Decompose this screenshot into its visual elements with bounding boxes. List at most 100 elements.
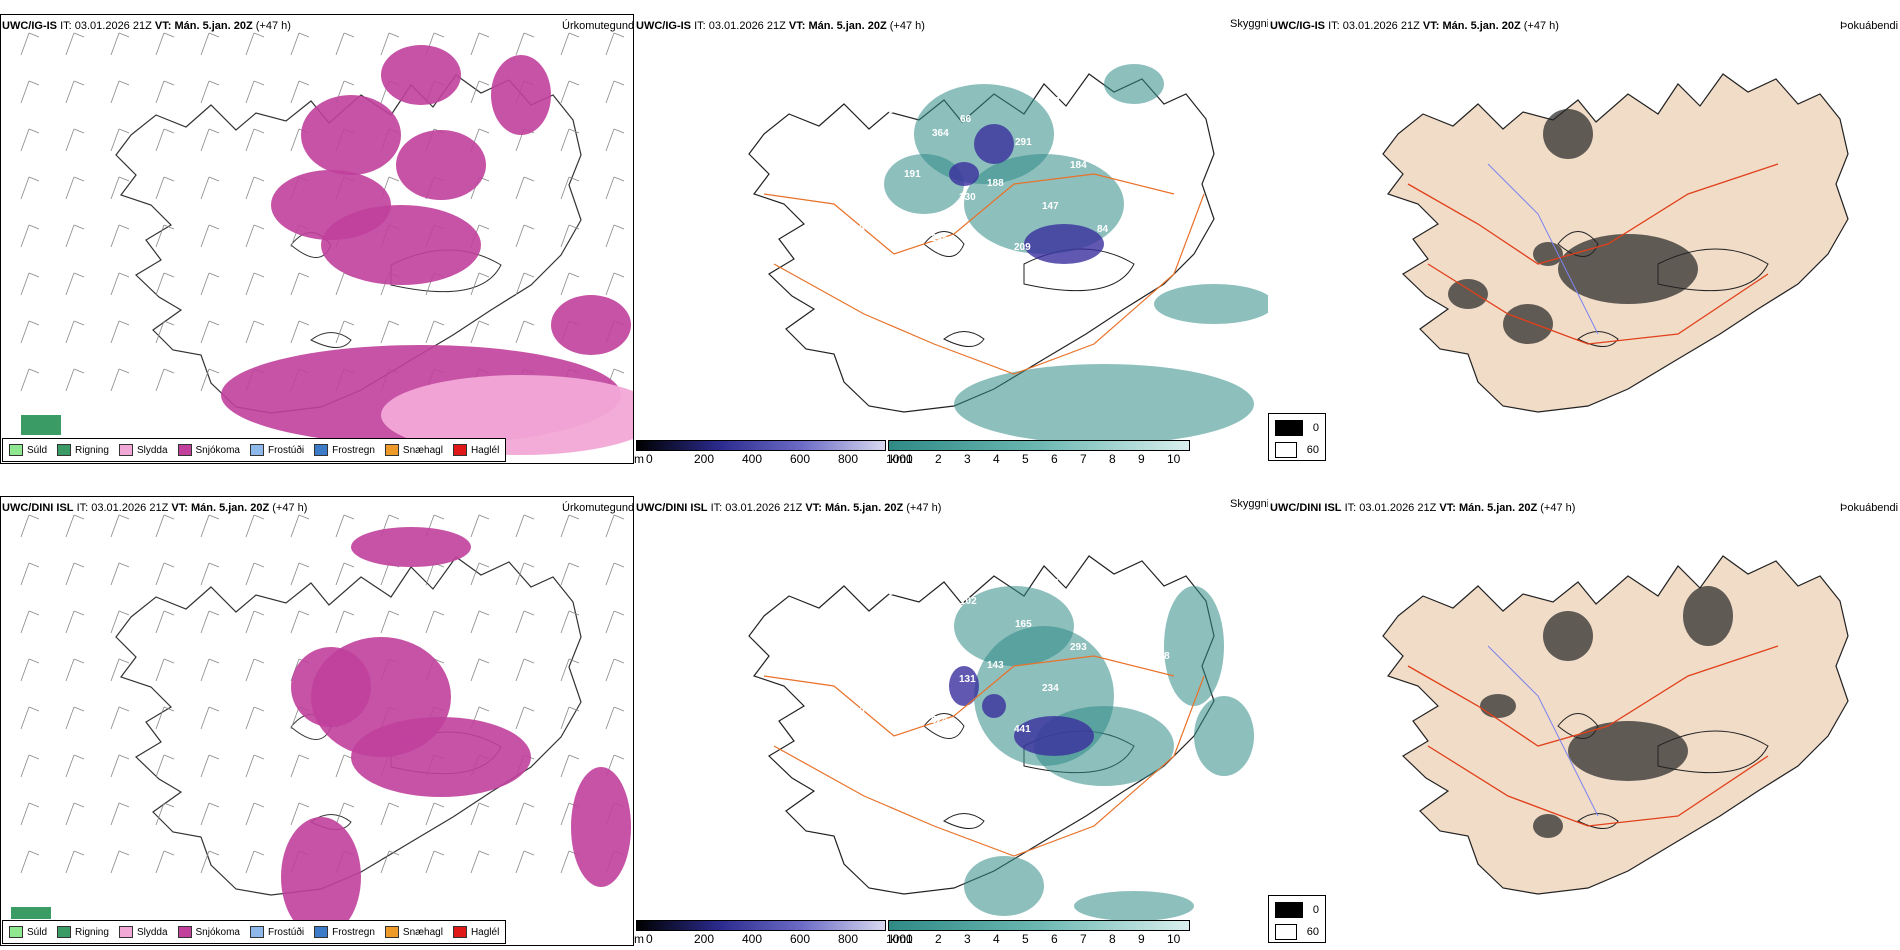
wind-barb <box>560 272 570 296</box>
wind-barb-flag <box>343 80 355 86</box>
wind-barb-flag <box>118 320 130 326</box>
wind-barb <box>380 562 390 586</box>
precip-type-panel-top: Súld Rigning Slydda Snjókoma Frostúði Frostre… <box>0 14 634 464</box>
km-tick-label: 1 <box>906 932 913 946</box>
fog-index-area <box>1683 586 1733 646</box>
wind-barb-flag <box>568 514 580 520</box>
wind-barb-flag <box>433 610 445 616</box>
legend-label: Slydda <box>136 926 168 938</box>
wind-barb-flag <box>478 658 490 664</box>
wind-barb <box>200 80 210 104</box>
legend-swatch <box>384 926 399 938</box>
meter-tick-label: 1000 <box>886 452 913 466</box>
wind-barb <box>155 32 165 56</box>
legend-item: Frostregn <box>314 444 375 456</box>
wind-barb-flag <box>253 128 265 134</box>
visibility-value-label: 191 <box>904 169 921 180</box>
meter-scale-gradient <box>636 920 886 931</box>
legend-label: Slydda <box>136 444 168 456</box>
wind-barb <box>605 562 615 586</box>
wind-barb <box>20 32 30 56</box>
wind-barb-flag <box>28 128 40 134</box>
visibility-value-label: 342 <box>849 628 866 639</box>
wind-barb <box>110 562 120 586</box>
wind-barb <box>110 802 120 826</box>
snow-area <box>381 45 461 105</box>
wind-barb <box>245 658 255 682</box>
wind-barb-flag <box>28 610 40 616</box>
wind-barb-flag <box>253 176 265 182</box>
legend-label: Snjókoma <box>195 444 240 456</box>
snow-area <box>351 527 471 567</box>
wind-barb <box>155 272 165 296</box>
legend-item: Slydda <box>118 926 168 938</box>
wind-barb-flag <box>208 320 220 326</box>
snow-area <box>551 295 631 355</box>
legend-swatch <box>314 444 329 456</box>
wind-barb-flag <box>613 610 625 616</box>
visibility-value-label: 42 <box>794 96 806 107</box>
visibility-area <box>1154 284 1268 324</box>
wind-barb <box>335 272 345 296</box>
fog-index-area <box>1568 721 1688 781</box>
glacier-outline <box>923 231 965 257</box>
wind-barb-flag <box>298 320 310 326</box>
wind-barb <box>155 658 165 682</box>
wind-barb-flag <box>208 706 220 712</box>
wind-barb-flag <box>523 272 535 278</box>
wind-barb-flag <box>118 368 130 374</box>
wind-barb <box>560 658 570 682</box>
visibility-value-label: 102 <box>960 596 977 607</box>
legend-item: Rigning <box>57 444 109 456</box>
wind-barb <box>470 514 480 538</box>
wind-barb <box>155 368 165 392</box>
wind-barb <box>380 320 390 344</box>
wind-barb-flag <box>28 368 40 374</box>
glacier-outline <box>1657 248 1769 292</box>
wind-barb-flag <box>298 754 310 760</box>
legend-item: Snjókoma <box>177 444 240 456</box>
product-title-precip-bottom: Úrkomutegund <box>562 502 635 514</box>
glacier-outline <box>923 713 965 739</box>
wind-barb-flag <box>118 176 130 182</box>
wind-barb <box>335 754 345 778</box>
legend-label: Frostúði <box>267 926 305 938</box>
visibility-value-label: 131 <box>959 674 976 685</box>
wind-barb <box>65 368 75 392</box>
fog-index-area <box>1543 611 1593 661</box>
wind-barb <box>560 224 570 248</box>
wind-barb-flag <box>568 176 580 182</box>
wind-barb-flag <box>28 562 40 568</box>
wind-barb-flag <box>73 850 85 856</box>
wind-barb <box>155 754 165 778</box>
wind-barb-flag <box>28 224 40 230</box>
wind-barb <box>20 176 30 200</box>
product-title-visibility-bottom: Skyggni <box>1230 498 1270 510</box>
wind-barb <box>245 754 255 778</box>
header-precip-bottom: UWC/DINI ISL IT: 03.01.2026 21Z VT: Mán.… <box>2 502 308 514</box>
wind-barb <box>200 802 210 826</box>
wind-barb-flag <box>523 320 535 326</box>
wind-barb <box>425 320 435 344</box>
wind-barb-flag <box>253 610 265 616</box>
wind-barb <box>200 658 210 682</box>
wind-barb <box>65 320 75 344</box>
wind-barb-flag <box>478 128 490 134</box>
wind-barb-flag <box>568 658 580 664</box>
wind-barb <box>110 610 120 634</box>
km-tick-label: 2 <box>935 932 942 946</box>
legend-swatch <box>452 444 467 456</box>
wind-barb <box>605 80 615 104</box>
wind-barb-flag <box>163 754 175 760</box>
river <box>1487 163 1599 335</box>
wind-barb <box>470 850 480 874</box>
wind-barb <box>470 80 480 104</box>
header-visibility-bottom: UWC/DINI ISL IT: 03.01.2026 21Z VT: Mán.… <box>636 502 942 514</box>
wind-barb <box>155 562 165 586</box>
wind-barb <box>20 514 30 538</box>
visibility-value-label: 180 <box>877 587 894 598</box>
wind-barb-flag <box>523 514 535 520</box>
wind-barb <box>245 80 255 104</box>
km-unit-label: km <box>890 932 906 946</box>
wind-barb <box>200 562 210 586</box>
